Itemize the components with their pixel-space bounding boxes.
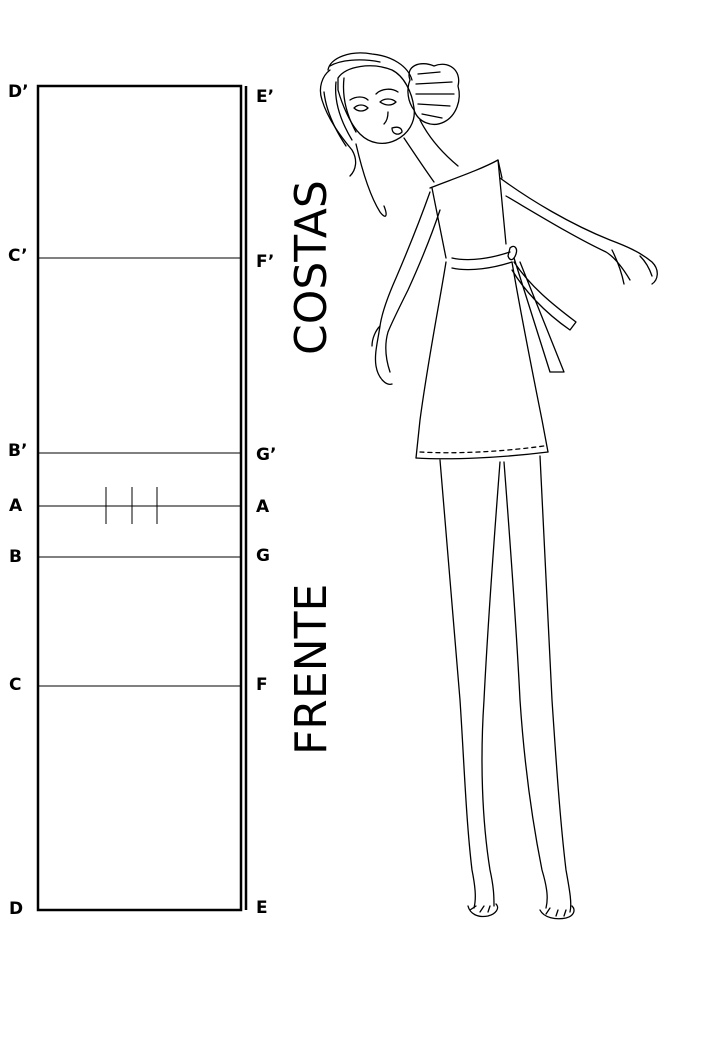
foot-left [467,903,499,918]
hand-right [611,249,653,285]
point-label-d-prime: D’ [8,82,29,102]
dress-hem-stitch [419,445,545,454]
section-label-back: COSTAS [286,180,337,355]
point-label-c: C [9,675,21,695]
dress-neckline [429,159,503,189]
foot-right [539,905,575,920]
tie-knot [507,245,518,261]
bun-strands [415,71,455,119]
section-label-front: FRENTE [286,584,337,755]
neck [403,119,459,183]
point-label-a-left: A [9,496,23,516]
hair-top [319,52,413,177]
hand-left [371,325,381,347]
dress-skirt-sides [415,261,549,459]
waist-tie [451,251,513,271]
point-label-c-prime: C’ [8,246,28,266]
mouth [391,126,403,135]
hair-strand-long [355,143,387,217]
pattern-outline [36,84,243,912]
leg-right [503,455,572,913]
fashion-figure-sketch [319,52,658,920]
hair-bun [407,63,460,125]
point-label-f: F [256,675,268,695]
nose [383,111,389,125]
point-label-d: D [9,899,23,919]
point-label-b-prime: B’ [8,441,27,461]
tuck-marks [105,487,158,524]
dress-bodice-sides [431,159,507,259]
tie-sashes [511,257,577,373]
arm-right-side [499,177,658,285]
point-label-a-right: A [256,497,270,517]
point-label-f-prime: F’ [256,252,274,272]
eyes [353,98,397,112]
hair-strands [323,77,357,147]
eyebrows [349,88,399,101]
dress-hem [415,451,549,460]
point-label-e-prime: E’ [256,87,274,107]
point-label-e: E [256,898,268,918]
face-outline [337,65,415,145]
point-label-g-prime: G’ [256,445,276,465]
point-label-g: G [256,546,270,566]
point-label-b: B [9,547,22,567]
leg-left [439,459,501,909]
